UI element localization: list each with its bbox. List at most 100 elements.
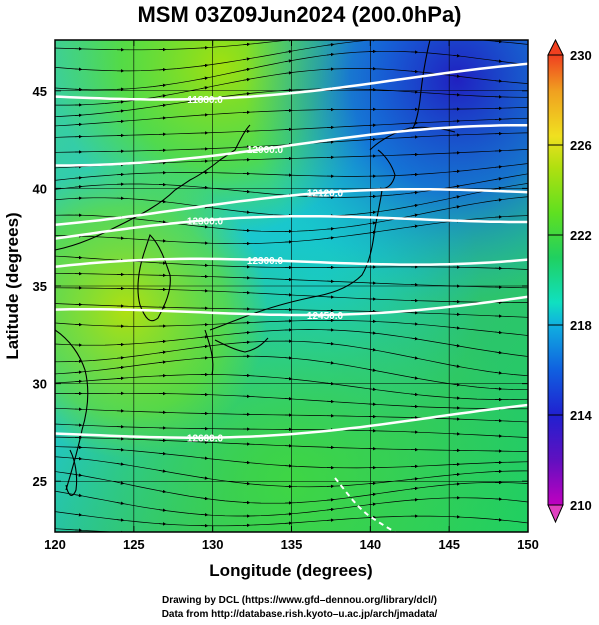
wind-arrow (242, 92, 251, 96)
contour-line (55, 403, 528, 439)
wind-arrow (116, 100, 125, 104)
wind-arrow (200, 456, 209, 460)
x-tick-label: 120 (44, 537, 66, 552)
wind-arrow (242, 42, 251, 47)
x-tick-label: 130 (202, 537, 224, 552)
wind-arrow (494, 330, 503, 335)
wind-arrow (242, 481, 251, 486)
colorbar-body (547, 54, 564, 506)
wind-arrow (326, 42, 335, 47)
wind-arrow (116, 109, 125, 113)
wind-arrow (74, 176, 83, 180)
contour-line (55, 123, 528, 167)
contour-label: 12300.0 (187, 216, 224, 227)
contour-line (55, 187, 528, 227)
wind-arrow (368, 492, 377, 497)
wind-arrow (242, 210, 251, 214)
temperature-field: 11880.0 12000.0 12120.0 12300.0 12300.0 12450… (55, 31, 528, 532)
wind-arrow (158, 469, 167, 473)
y-tick-label: 45 (33, 84, 47, 99)
wind-arrow (284, 376, 293, 381)
wind-arrow (284, 49, 293, 54)
wind-arrow (158, 199, 167, 204)
wind-arrow (368, 331, 377, 335)
wind-arrow (116, 462, 125, 466)
y-tick-label: 35 (33, 279, 47, 294)
wind-arrow (158, 350, 167, 355)
map-title: MSM 03Z09Jun2024 (200.0hPa) (137, 2, 462, 27)
wind-arrow (74, 513, 83, 517)
wind-arrow (242, 189, 251, 194)
wind-arrow (74, 473, 83, 477)
colorbar-bottom-triangle (547, 504, 564, 524)
wind-arrow (158, 489, 167, 494)
x-axis-ticks: 120 125 130 135 140 145 150 (44, 40, 539, 552)
wind-arrow (452, 195, 461, 199)
wind-arrow (242, 330, 251, 335)
x-tick-label: 125 (123, 537, 145, 552)
wind-arrow (410, 336, 419, 341)
wind-arrow (452, 364, 461, 368)
wind-arrow (116, 518, 125, 522)
contour-line (55, 214, 528, 240)
wind-arrow (452, 184, 461, 189)
wind-arrow (116, 356, 125, 360)
wind-arrow (452, 54, 461, 58)
wind-arrow (326, 361, 335, 365)
wind-arrow (494, 350, 503, 355)
wind-arrow (200, 185, 209, 190)
wind-arrow (242, 460, 251, 465)
wind-arrow (284, 71, 293, 75)
wind-arrow (74, 456, 83, 461)
colorbar-tick-label: 210 (570, 498, 592, 513)
contour-line (55, 62, 528, 101)
wind-arrow (494, 198, 503, 202)
colorbar-tick-label: 222 (570, 228, 592, 243)
wind-arrow (326, 52, 335, 57)
wind-arrow (494, 371, 503, 375)
wind-arrow (242, 57, 251, 61)
wind-arrow (452, 343, 461, 348)
wind-arrow (158, 451, 167, 456)
height-contours: 11880.0 12000.0 12120.0 12300.0 12300.0 12450… (55, 62, 528, 445)
wind-arrow (326, 227, 335, 231)
wind-arrow (116, 501, 125, 505)
x-tick-label: 150 (517, 537, 539, 552)
contour-label: 12600.0 (187, 434, 224, 445)
contour-label: 12300.0 (247, 256, 284, 267)
x-axis-label: Longitude (degrees) (209, 561, 372, 580)
wind-arrow (158, 220, 167, 224)
streamline (55, 40, 292, 51)
wind-arrow (452, 472, 461, 477)
wind-arrow (410, 392, 419, 397)
credit-data: Data from http://database.rish.kyoto–u.a… (161, 609, 438, 620)
contour-label: 12000.0 (247, 145, 284, 156)
wind-arrow (494, 79, 503, 83)
wind-arrow (200, 225, 209, 229)
wind-arrow (410, 356, 419, 360)
wind-arrow (410, 224, 419, 229)
wind-arrow (452, 382, 461, 387)
contour-label: 12450.0 (307, 311, 344, 322)
y-axis-label: Latitude (degrees) (3, 212, 22, 359)
wind-arrow (452, 326, 461, 330)
colorbar-tick-label: 218 (570, 318, 592, 333)
y-tick-label: 25 (33, 474, 47, 489)
wind-arrow (410, 477, 419, 481)
contour-label: 12120.0 (307, 189, 344, 200)
wind-arrow (369, 31, 375, 32)
wind-arrow (116, 481, 125, 485)
wind-arrow (368, 210, 377, 215)
colorbar-tick-label: 230 (570, 48, 592, 63)
wind-arrow (452, 169, 461, 174)
wind-arrow (242, 67, 251, 72)
wind-arrow (158, 83, 167, 88)
wind-arrow (326, 381, 335, 386)
wind-arrow (494, 518, 503, 522)
wind-arrow (410, 69, 419, 74)
wind-arrow (494, 40, 503, 44)
wind-arrow (368, 387, 377, 392)
wind-arrow (368, 502, 377, 506)
wind-arrow (410, 376, 419, 380)
